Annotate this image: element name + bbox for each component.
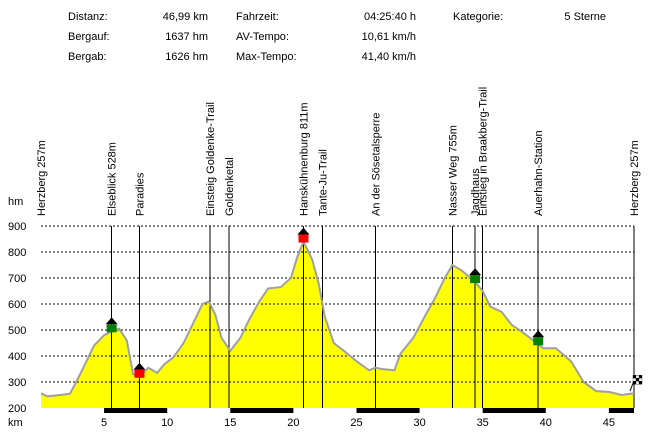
y-tick-label: 700 xyxy=(8,273,26,285)
flag-cell xyxy=(632,378,637,382)
x-axis-label: km xyxy=(8,417,23,429)
waypoint-label: Nasser Weg 755m xyxy=(447,125,459,216)
house-marker-icon xyxy=(469,268,482,284)
house-roof xyxy=(133,362,146,370)
waypoint-label: An der Sösetalsperre xyxy=(370,113,382,216)
waypoint-label: Einstieg in Braakberg-Trail xyxy=(478,87,490,216)
y-tick-label: 200 xyxy=(8,403,26,415)
y-tick-label: 300 xyxy=(8,377,26,389)
x-tick-label: 20 xyxy=(287,417,299,429)
x-tick-label: 45 xyxy=(603,417,615,429)
x-tick-label: 5 xyxy=(101,417,107,429)
waypoint-label: Elseblick 528m xyxy=(107,142,119,216)
waypoint-label: Hanskühnenburg 811m xyxy=(298,102,310,216)
house-marker-icon xyxy=(532,330,545,346)
x-tick-label: 30 xyxy=(413,417,425,429)
y-tick-label: 600 xyxy=(8,299,26,311)
fahrzeit-label: Fahrzeit: xyxy=(236,11,279,23)
y-tick-label: 800 xyxy=(8,247,26,259)
flag-cell xyxy=(635,378,640,382)
house-roof xyxy=(532,330,545,338)
y-axis-label: hm xyxy=(8,196,23,208)
bergab-label: Bergab: xyxy=(68,51,107,63)
kategorie-label: Kategorie: xyxy=(453,11,504,23)
fahrzeit-value: 04:25:40 h xyxy=(364,11,416,23)
avtempo-value: 10,61 km/h xyxy=(361,31,416,43)
axis-bar-segment xyxy=(104,408,168,413)
y-tick-label: 500 xyxy=(8,325,26,337)
flag-cell xyxy=(638,381,643,385)
waypoint-label: Goldenketal xyxy=(224,157,236,216)
flag-cell xyxy=(635,381,640,385)
x-tick-label: 40 xyxy=(540,417,552,429)
axis-bar-segment xyxy=(230,408,294,413)
waypoint-label: Jagdhaus xyxy=(470,168,482,216)
house-body xyxy=(470,275,481,284)
axis-bar-segment xyxy=(608,408,634,413)
house-body xyxy=(134,369,145,378)
waypoint-label: Paradies xyxy=(134,172,146,216)
house-body xyxy=(533,337,544,346)
y-tick-label: 900 xyxy=(8,221,26,233)
x-tick-label: 10 xyxy=(161,417,173,429)
maxtempo-value: 41,40 km/h xyxy=(361,51,416,63)
y-tick-label: 400 xyxy=(8,351,26,363)
house-body xyxy=(298,234,309,243)
finish-flag-icon xyxy=(629,375,643,392)
flag-cell xyxy=(632,375,637,379)
bergab-value: 1626 hm xyxy=(165,51,208,63)
elevation-area xyxy=(41,241,634,408)
house-roof xyxy=(297,227,310,235)
flag-cell xyxy=(632,381,637,385)
flag-cell xyxy=(638,378,643,382)
waypoint-label: Herzberg 257m xyxy=(36,140,48,216)
x-tick-label: 35 xyxy=(477,417,489,429)
house-marker-icon xyxy=(133,362,146,378)
waypoint-label: Auerhahn-Station xyxy=(533,130,545,216)
distanz-value: 46,99 km xyxy=(162,11,208,23)
elevation-line xyxy=(40,239,635,398)
house-body xyxy=(106,324,117,333)
bergauf-label: Bergauf: xyxy=(68,31,110,43)
kategorie-value: 5 Sterne xyxy=(564,11,606,23)
axis-bar-segment xyxy=(356,408,420,413)
flag-cell xyxy=(635,375,640,379)
axis-bar-segment xyxy=(482,408,546,413)
waypoint-label: Tante-Ju-Trail xyxy=(317,149,329,216)
waypoint-label: Herzberg 257m xyxy=(629,140,641,216)
bergauf-value: 1637 hm xyxy=(165,31,208,43)
house-marker-icon xyxy=(297,227,310,243)
distanz-label: Distanz: xyxy=(68,11,108,23)
maxtempo-label: Max-Tempo: xyxy=(236,51,297,63)
flag-cell xyxy=(638,375,643,379)
x-tick-label: 25 xyxy=(350,417,362,429)
x-tick-label: 15 xyxy=(224,417,236,429)
avtempo-label: AV-Tempo: xyxy=(236,31,289,43)
house-marker-icon xyxy=(105,317,118,333)
house-roof xyxy=(105,317,118,325)
waypoint-label: Einsteig Goldenke-Trail xyxy=(205,102,217,216)
house-roof xyxy=(469,268,482,276)
